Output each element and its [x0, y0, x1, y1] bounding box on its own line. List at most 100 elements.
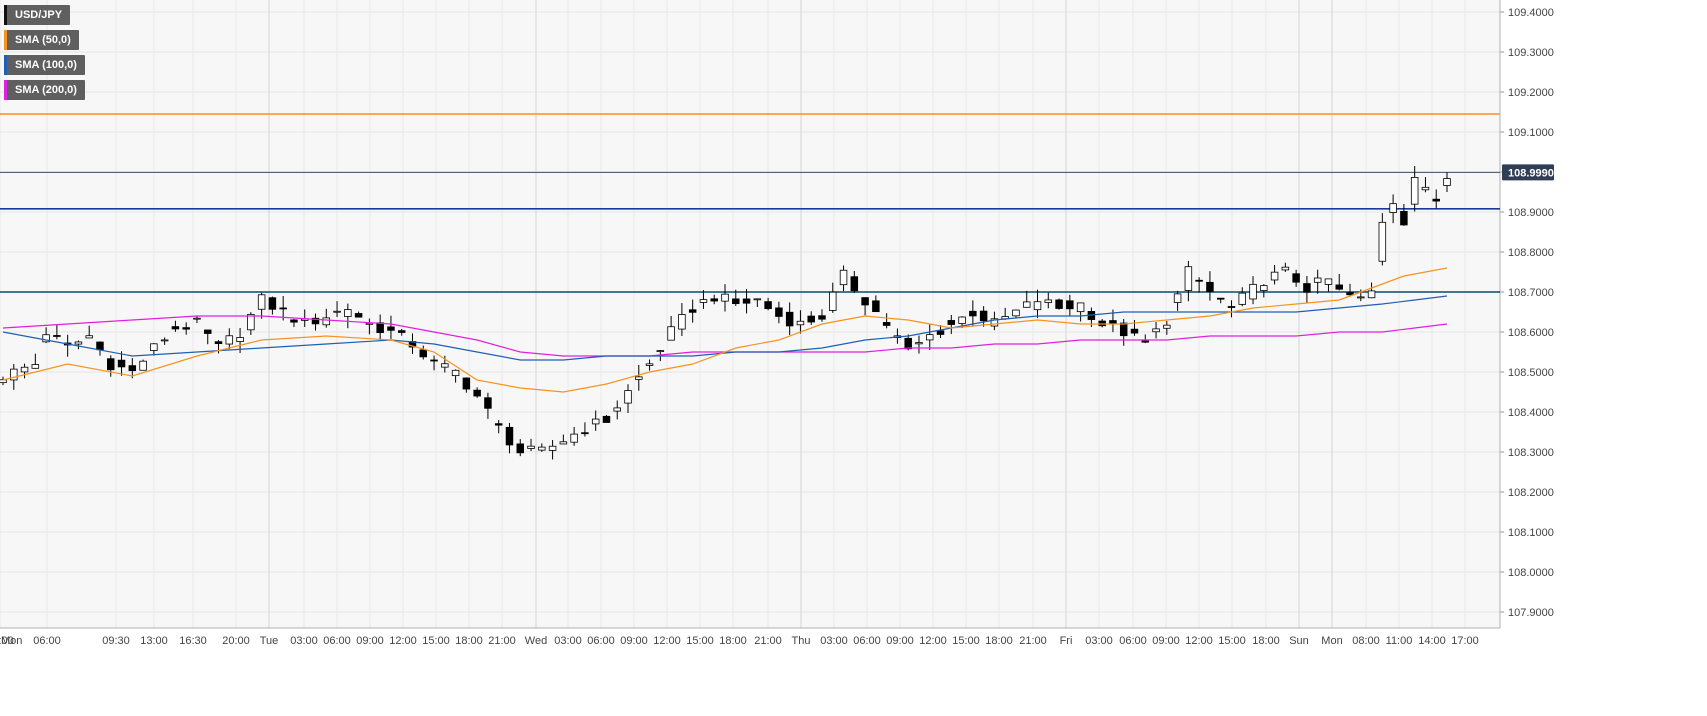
x-tick-label: 03:00 — [1085, 635, 1113, 647]
candle-body — [1152, 328, 1160, 333]
x-tick-label: 09:00 — [620, 635, 648, 647]
y-tick-label: 108.9000 — [1508, 207, 1554, 219]
current-price-label: 108.9990 — [1508, 167, 1554, 179]
legend-swatch-price — [4, 5, 7, 25]
sma-50-line — [2, 267, 1448, 393]
candle-body — [656, 350, 665, 352]
candle-body — [1260, 285, 1268, 291]
candle-body — [494, 423, 503, 426]
candle-body — [1195, 279, 1203, 282]
legend-label-sma100: SMA (100,0) — [15, 59, 77, 71]
candle-body — [311, 317, 320, 325]
x-tick-label: 12:00 — [389, 635, 417, 647]
legend-item-price[interactable]: USD/JPY — [4, 5, 71, 25]
current-price-tag — [1502, 164, 1554, 181]
y-tick-label: 108.4000 — [1508, 407, 1554, 419]
candle-body — [1292, 273, 1300, 283]
candle-body — [74, 341, 83, 345]
candle-body — [915, 342, 923, 345]
x-tick-label: 06:00 — [853, 635, 881, 647]
x-tick-label: 18:00 — [455, 635, 483, 647]
candle-body — [613, 407, 621, 412]
x-tick-label: 09:30 — [102, 635, 130, 647]
candle-body — [1206, 281, 1214, 292]
candle-body — [538, 446, 546, 451]
candle-body — [602, 415, 611, 423]
candle-body — [732, 298, 740, 305]
x-tick-label: 18:00 — [985, 635, 1013, 647]
candle-body — [807, 315, 815, 323]
x-tick-label: Thu — [792, 635, 811, 647]
legend-item-sma100[interactable]: SMA (100,0) — [4, 55, 85, 75]
x-tick-label: Mon — [1321, 635, 1342, 647]
candle-body — [473, 389, 481, 397]
candle-body — [1249, 283, 1257, 300]
candle-body — [193, 317, 201, 320]
candle-body — [1163, 324, 1171, 329]
candle-body — [645, 363, 654, 366]
candle-body — [979, 310, 988, 322]
x-tick-label: 12:00 — [919, 635, 947, 647]
legend-item-sma50[interactable]: SMA (50,0) — [4, 30, 79, 50]
candle-body — [20, 366, 29, 373]
legend-item-sma200[interactable]: SMA (200,0) — [4, 80, 85, 100]
y-tick-label: 109.1000 — [1508, 127, 1554, 139]
candle-body — [861, 297, 869, 306]
candle-body — [462, 377, 471, 390]
candle-body — [1184, 266, 1193, 291]
sma-200-line — [2, 315, 1448, 357]
candle-body — [559, 441, 568, 445]
y-tick-label: 109.3000 — [1508, 47, 1554, 59]
x-tick-label: 12:00 — [653, 635, 681, 647]
candle-body — [484, 397, 492, 409]
candle-body — [53, 335, 61, 337]
x-tick-label: 03:00 — [554, 635, 582, 647]
candle-body — [1044, 299, 1053, 303]
candle-body — [764, 301, 772, 310]
candle-body — [1367, 290, 1376, 299]
candle-body — [1346, 292, 1354, 296]
candle-body — [775, 307, 783, 317]
legend-label-sma200: SMA (200,0) — [15, 84, 77, 96]
candle-body — [1055, 299, 1063, 309]
candle-body — [182, 327, 190, 330]
candle-body — [257, 294, 266, 310]
candle-body — [1335, 284, 1343, 290]
candle-body — [1410, 176, 1419, 205]
candle-body — [236, 337, 244, 342]
candle-body — [430, 359, 438, 362]
candle-body — [1033, 301, 1042, 311]
legend-swatch-sma200 — [4, 80, 7, 100]
candle-body — [678, 314, 686, 330]
x-tick-label: Mon — [1, 635, 22, 647]
y-tick-label: 108.2000 — [1508, 487, 1554, 499]
y-tick-label: 108.6000 — [1508, 327, 1554, 339]
candle-body — [882, 322, 891, 326]
candle-body — [1227, 306, 1236, 308]
y-tick-label: 108.1000 — [1508, 527, 1554, 539]
candle-body — [1022, 301, 1031, 308]
x-tick-label: 15:00 — [952, 635, 980, 647]
candle-body — [947, 320, 956, 325]
candle-body — [850, 276, 859, 292]
x-tick-label: 20:00 — [0, 635, 14, 647]
candle-body — [1109, 320, 1117, 324]
x-tick-label: 08:00 — [1352, 635, 1380, 647]
y-tick-label: 109.4000 — [1508, 7, 1554, 19]
candle-body — [1303, 283, 1311, 293]
x-tick-label: 14:00 — [1418, 635, 1446, 647]
y-tick-label: 108.3000 — [1508, 447, 1554, 459]
candle-body — [322, 317, 331, 326]
candle-body — [1432, 198, 1440, 202]
candle-body — [376, 322, 384, 334]
y-tick-label: 108.7000 — [1508, 287, 1554, 299]
candle-body — [1098, 320, 1106, 327]
x-tick-label: 21:00 — [754, 635, 782, 647]
candle-body — [117, 359, 126, 368]
candle-body — [344, 309, 352, 317]
candle-body — [1357, 296, 1365, 299]
plot-area — [0, 0, 1500, 628]
candle-body — [581, 432, 589, 435]
candle-body — [699, 299, 708, 303]
x-tick-label: Wed — [525, 635, 547, 647]
